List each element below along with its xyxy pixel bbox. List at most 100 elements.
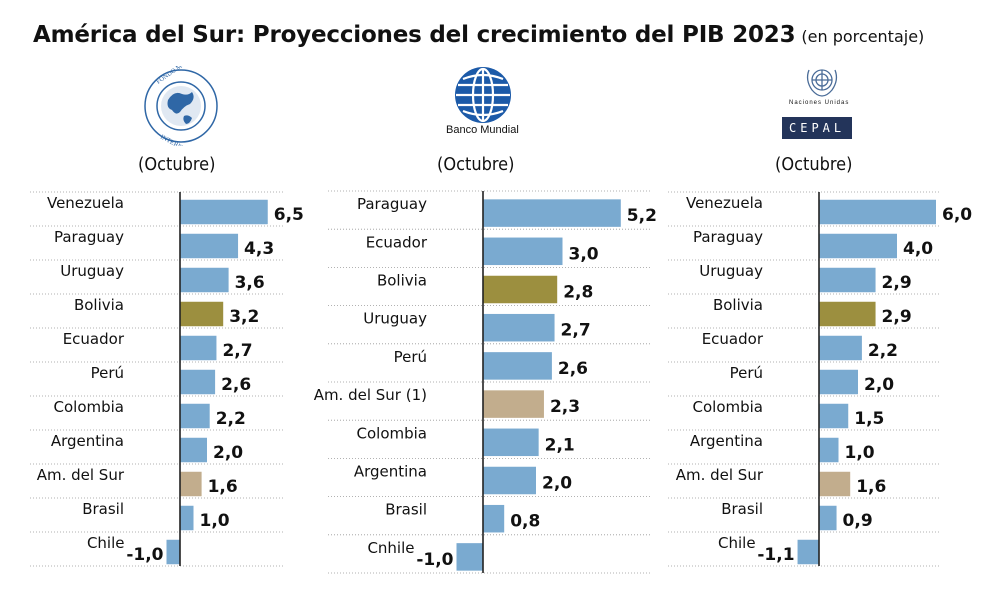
value-label: 6,5 <box>274 205 304 225</box>
panel-2-subtitle: (Octubre) <box>437 154 515 175</box>
category-label: Am. del Sur <box>676 466 764 484</box>
category-label: Brasil <box>721 500 763 518</box>
value-label: 5,2 <box>627 206 657 226</box>
category-label: Am. del Sur (1) <box>314 386 427 404</box>
value-label: 1,6 <box>208 477 238 497</box>
bar-argentina <box>819 437 839 463</box>
value-label: 2,7 <box>222 341 252 361</box>
bar-cnhile <box>456 543 483 571</box>
un-label: Naciones Unidas <box>789 100 850 106</box>
bar-brasil <box>180 505 194 531</box>
chart-title: América del Sur: Proyecciones del crecim… <box>33 22 924 48</box>
bar-am-del-sur <box>819 471 851 497</box>
category-label: Colombia <box>54 398 125 416</box>
value-label: 2,6 <box>558 359 588 379</box>
bar-brasil <box>819 505 837 531</box>
title-subtitle: (en porcentaje) <box>801 27 925 46</box>
value-label: -1,0 <box>126 545 163 565</box>
bar-am-del-sur <box>180 471 202 497</box>
value-label: 1,6 <box>856 477 886 497</box>
value-label: 2,7 <box>561 321 591 341</box>
value-label: 3,6 <box>235 273 265 293</box>
bar-argentina <box>483 466 536 495</box>
imf-seal-icon: FONDO MONETARIO INTERNACIONAL <box>144 66 218 146</box>
cepal-logo <box>782 117 852 139</box>
bar-colombia <box>483 428 539 457</box>
bar-paraguay <box>483 199 621 227</box>
category-label: Uruguay <box>60 262 124 280</box>
category-label: Bolivia <box>713 296 763 314</box>
bar-brasil <box>483 504 505 533</box>
panel-1-subtitle: (Octubre) <box>138 154 216 175</box>
bar-ecuador <box>483 237 563 266</box>
bar-colombia <box>819 403 849 429</box>
category-label: Brasil <box>82 500 124 518</box>
category-label: Colombia <box>357 424 428 442</box>
bar-uruguay <box>483 313 555 342</box>
value-label: 3,0 <box>569 244 599 264</box>
category-label: Argentina <box>51 432 124 450</box>
category-label: Colombia <box>693 398 764 416</box>
bar-uruguay <box>180 267 229 293</box>
bar-venezuela <box>819 199 936 225</box>
value-label: 2,2 <box>868 341 898 361</box>
category-label: Bolivia <box>377 272 427 290</box>
value-label: -1,0 <box>416 550 453 570</box>
bar-argentina <box>180 437 207 463</box>
value-label: 4,0 <box>903 239 933 259</box>
bar-chile <box>797 539 819 565</box>
value-label: 1,0 <box>200 511 230 531</box>
bar-colombia <box>180 403 210 429</box>
value-label: 2,1 <box>545 435 575 455</box>
value-label: 6,0 <box>942 205 972 225</box>
title-main: América del Sur: Proyecciones del crecim… <box>33 22 796 48</box>
category-label: Bolivia <box>74 296 124 314</box>
value-label: 3,2 <box>229 307 259 327</box>
category-label: Perú <box>394 348 427 366</box>
value-label: 2,9 <box>882 273 912 293</box>
value-label: 2,3 <box>550 397 580 417</box>
bar-per- <box>819 369 858 395</box>
value-label: 2,6 <box>221 375 251 395</box>
world-bank-label: Banco Mundial <box>446 124 519 136</box>
bar-per- <box>180 369 216 395</box>
category-label: Venezuela <box>686 194 763 212</box>
category-label: Paraguay <box>54 228 124 246</box>
category-label: Brasil <box>385 501 427 519</box>
bar-chile <box>166 539 180 565</box>
category-label: Perú <box>91 364 124 382</box>
bar-am-del-sur-1- <box>483 390 544 418</box>
value-label: -1,1 <box>757 545 794 565</box>
category-label: Ecuador <box>366 233 428 251</box>
category-label: Paraguay <box>693 228 763 246</box>
bar-ecuador <box>819 335 862 361</box>
category-label: Ecuador <box>63 330 125 348</box>
bar-per- <box>483 352 552 380</box>
bar-paraguay <box>819 233 897 259</box>
bar-bolivia <box>483 275 558 304</box>
bar-bolivia <box>180 301 224 327</box>
category-label: Am. del Sur <box>37 466 125 484</box>
value-label: 2,2 <box>216 409 246 429</box>
world-bank-globe-icon <box>455 67 511 123</box>
value-label: 4,3 <box>244 239 274 259</box>
value-label: 0,9 <box>843 511 873 531</box>
bar-uruguay <box>819 267 876 293</box>
cepal-label: CEPAL <box>789 121 846 135</box>
value-label: 2,0 <box>542 474 572 494</box>
category-label: Chile <box>87 534 125 552</box>
bar-bolivia <box>819 301 876 327</box>
category-label: Cnhile <box>367 539 414 557</box>
un-emblem-icon <box>806 69 838 97</box>
value-label: 2,8 <box>563 283 593 303</box>
category-label: Uruguay <box>363 310 427 328</box>
bar-venezuela <box>180 199 268 225</box>
category-label: Venezuela <box>47 194 124 212</box>
category-label: Argentina <box>354 463 427 481</box>
panel-3-subtitle: (Octubre) <box>775 154 853 175</box>
category-label: Paraguay <box>357 195 427 213</box>
value-label: 0,8 <box>510 512 540 532</box>
value-label: 1,5 <box>854 409 884 429</box>
bar-ecuador <box>180 335 217 361</box>
